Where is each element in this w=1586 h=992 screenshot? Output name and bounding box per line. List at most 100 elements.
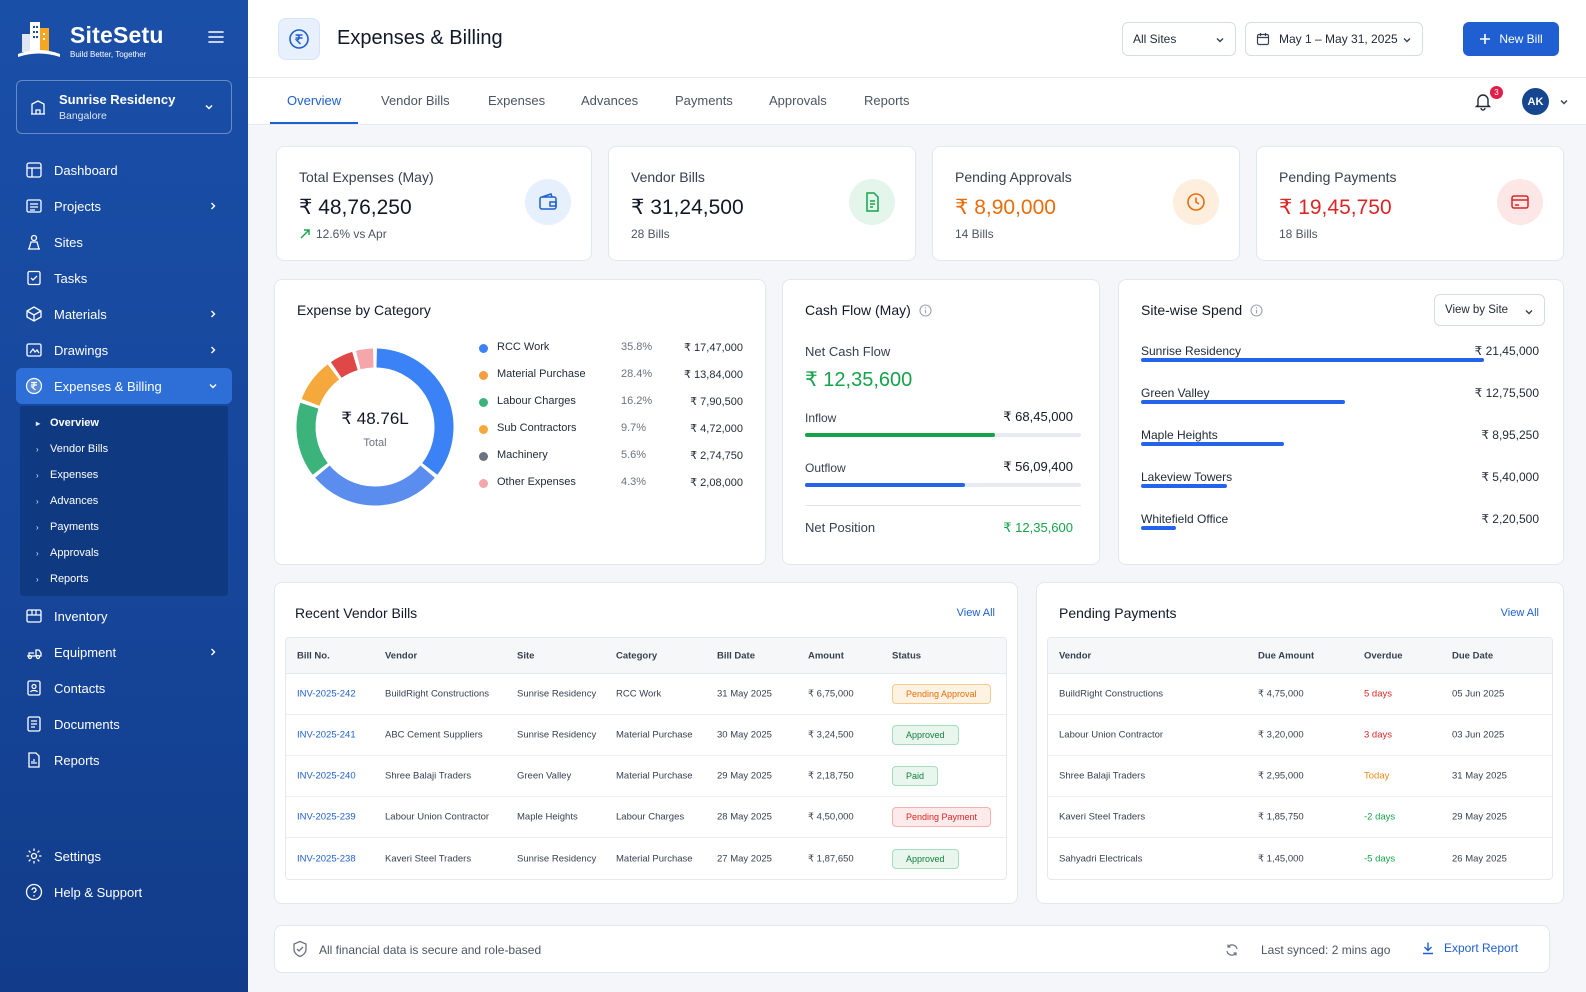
legend-item: Labour Charges 16.2% ₹ 7,90,500: [479, 394, 749, 410]
payment-due-date: 05 Jun 2025: [1452, 688, 1505, 700]
sidebar-item-contacts[interactable]: Contacts: [16, 670, 232, 706]
sidebar: SiteSetu Build Better, Together Sunrise …: [0, 0, 248, 992]
legend-name: Labour Charges: [497, 395, 576, 407]
table-row[interactable]: INV-2025-242 BuildRight Constructions Su…: [286, 674, 1006, 715]
sidebar-item-expenses-billing[interactable]: Expenses & Billing: [16, 368, 232, 404]
tab-overview[interactable]: Overview: [270, 78, 359, 124]
table-row[interactable]: INV-2025-239 Labour Union Contractor Map…: [286, 797, 1006, 838]
donut-slice-machinery[interactable]: [330, 351, 359, 378]
view-all-bills-link[interactable]: View All: [956, 607, 995, 619]
sidebar-item-inventory[interactable]: Inventory: [16, 598, 232, 634]
app-logo[interactable]: SiteSetu Build Better, Together: [16, 20, 164, 60]
table-row[interactable]: Sahyadri Electricals ₹ 1,45,000 -5 days …: [1048, 838, 1552, 879]
payment-amount: ₹ 2,95,000: [1258, 770, 1304, 782]
cash-flow-card: Cash Flow (May) Net Cash Flow ₹ 12,35,60…: [782, 279, 1100, 565]
tab-advances[interactable]: Advances: [581, 93, 639, 108]
sidebar-nav: Dashboard Projects Sites Tasks Materials…: [16, 152, 232, 778]
sidebar-item-materials[interactable]: Materials: [16, 296, 232, 332]
kpi-sub: 12.6% vs Apr: [316, 227, 387, 241]
bill-number-link[interactable]: INV-2025-240: [297, 770, 356, 782]
view-all-payments-link[interactable]: View All: [1500, 607, 1539, 619]
sidebar-item-equipment[interactable]: Equipment: [16, 634, 232, 670]
avatar[interactable]: AK: [1522, 88, 1549, 115]
site-spend-bar: [1141, 358, 1484, 362]
site-name: Sunrise Residency: [59, 92, 176, 107]
subnav-item-advances[interactable]: › Advances: [20, 488, 228, 514]
sidebar-item-settings[interactable]: Settings: [16, 838, 232, 874]
tab-vendor-bills[interactable]: Vendor Bills: [381, 93, 450, 108]
sidebar-item-documents[interactable]: Documents: [16, 706, 232, 742]
sidebar-item-projects[interactable]: Projects: [16, 188, 232, 224]
tab-expenses[interactable]: Expenses: [488, 93, 546, 108]
info-icon[interactable]: [919, 303, 932, 317]
sync-icon[interactable]: [1225, 943, 1239, 957]
table-row[interactable]: Labour Union Contractor ₹ 3,20,000 3 day…: [1048, 715, 1552, 756]
table-row[interactable]: INV-2025-241 ABC Cement Suppliers Sunris…: [286, 715, 1006, 756]
sidebar-item-drawings[interactable]: Drawings: [16, 332, 232, 368]
date-range-picker[interactable]: May 1 – May 31, 2025: [1245, 22, 1423, 56]
sidebar-item-help[interactable]: Help & Support: [16, 874, 232, 910]
donut-slice-rcc-work[interactable]: [376, 348, 454, 475]
sidebar-item-sites[interactable]: Sites: [16, 224, 232, 260]
download-icon: [1423, 942, 1433, 955]
help-icon: [25, 883, 43, 901]
net-cash-flow-label: Net Cash Flow: [805, 344, 891, 359]
donut-slice-other-expenses[interactable]: [355, 348, 374, 370]
info-icon[interactable]: [1250, 303, 1263, 317]
subnav-item-overview[interactable]: ▸ Overview: [20, 410, 228, 436]
export-report-button[interactable]: Export Report: [1421, 941, 1518, 955]
rupee-icon: [278, 18, 320, 60]
bill-date: 30 May 2025: [717, 729, 772, 741]
bill-vendor: BuildRight Constructions: [385, 688, 490, 700]
sidebar-item-tasks[interactable]: Tasks: [16, 260, 232, 296]
sidebar-item-dashboard[interactable]: Dashboard: [16, 152, 232, 188]
view-by-dropdown[interactable]: View by Site: [1434, 294, 1545, 326]
new-bill-button[interactable]: New Bill: [1463, 22, 1559, 56]
subnav-item-payments[interactable]: › Payments: [20, 514, 228, 540]
bell-icon[interactable]: [1473, 91, 1493, 111]
table-row[interactable]: BuildRight Constructions ₹ 4,75,000 5 da…: [1048, 674, 1552, 715]
tasks-icon: [27, 270, 41, 286]
tab-payments[interactable]: Payments: [675, 93, 733, 108]
column-header: Site: [517, 650, 535, 661]
donut-slice-labour-charges[interactable]: [296, 402, 328, 475]
table-row[interactable]: Shree Balaji Traders ₹ 2,95,000 Today 31…: [1048, 756, 1552, 797]
chevron-down-icon[interactable]: [1559, 97, 1569, 107]
subnav-label: Reports: [50, 573, 89, 585]
column-header: Bill Date: [717, 650, 756, 661]
subnav-label: Advances: [50, 495, 99, 507]
bill-number-link[interactable]: INV-2025-241: [297, 729, 356, 741]
bill-date: 28 May 2025: [717, 811, 772, 823]
kpi-label: Pending Approvals: [955, 169, 1072, 185]
table-row[interactable]: INV-2025-238 Kaveri Steel Traders Sunris…: [286, 838, 1006, 879]
kpi-label: Total Expenses (May): [299, 169, 434, 185]
bill-number-link[interactable]: INV-2025-242: [297, 688, 356, 700]
chevron-right-icon: ›: [36, 496, 39, 506]
tab-reports[interactable]: Reports: [864, 93, 910, 108]
table-row[interactable]: Kaveri Steel Traders ₹ 1,85,750 -2 days …: [1048, 797, 1552, 838]
chevron-down-icon: [209, 384, 217, 389]
projects-icon: [26, 199, 42, 213]
site-selector[interactable]: Sunrise Residency Bangalore: [16, 80, 232, 134]
hamburger-menu-icon[interactable]: [207, 29, 225, 45]
bill-number-link[interactable]: INV-2025-239: [297, 811, 356, 823]
site-amount: ₹ 21,45,000: [1474, 344, 1539, 358]
subnav-item-expenses[interactable]: › Expenses: [20, 462, 228, 488]
tab-approvals[interactable]: Approvals: [769, 93, 827, 108]
subnav-item-approvals[interactable]: › Approvals: [20, 540, 228, 566]
gear-icon: [26, 848, 42, 864]
table-row[interactable]: INV-2025-240 Shree Balaji Traders Green …: [286, 756, 1006, 797]
bill-site: Sunrise Residency: [517, 853, 597, 864]
legend-name: Other Expenses: [497, 476, 576, 488]
site-filter-dropdown[interactable]: All Sites: [1122, 22, 1236, 56]
subnav-item-reports[interactable]: › Reports: [20, 566, 228, 592]
bill-site: Maple Heights: [517, 811, 578, 823]
bill-number-link[interactable]: INV-2025-238: [297, 853, 356, 864]
credit-card-icon: [1497, 179, 1543, 225]
donut-slice-sub-contractors[interactable]: [301, 364, 340, 407]
subnav-item-vendor-bills[interactable]: › Vendor Bills: [20, 436, 228, 462]
bill-category: RCC Work: [616, 688, 662, 700]
view-by-value: View by Site: [1445, 304, 1509, 316]
donut-slice-material-purchase[interactable]: [315, 465, 435, 506]
sidebar-item-reports[interactable]: Reports: [16, 742, 232, 778]
